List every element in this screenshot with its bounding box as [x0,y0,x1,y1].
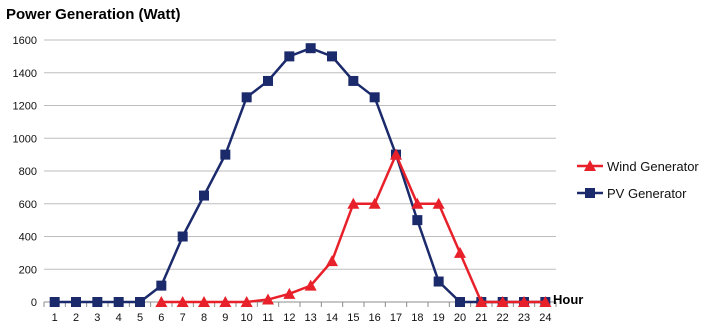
data-point [198,296,210,307]
y-tick-label: 0 [31,297,37,309]
data-point [454,246,466,258]
series-pv [49,43,551,307]
grid-lines [44,39,556,270]
data-point [262,293,274,305]
data-point [284,51,295,62]
series-wind [155,148,552,307]
data-point [113,297,124,307]
y-tick-label: 1400 [13,68,37,80]
data-point [390,148,402,160]
x-tick-label: 17 [390,312,402,324]
x-tick-label: 3 [94,312,100,324]
legend-marker [585,188,595,198]
y-tick-label: 1600 [13,35,37,47]
x-tick-label: 24 [539,312,551,324]
x-tick-label: 12 [283,312,295,324]
x-tick-label: 18 [411,312,423,324]
data-point [156,280,167,291]
data-point [455,297,465,307]
x-tick-label: 1 [52,312,58,324]
data-point [432,197,445,209]
data-point [411,197,424,209]
x-tick-label: 8 [201,312,207,324]
data-point [348,75,359,86]
data-point [240,296,253,307]
legend-item: Wind Generator [577,159,699,174]
x-tick-label: 22 [497,312,509,324]
x-axis-label: Hour [553,292,583,307]
x-tick-label: 15 [347,312,359,324]
data-point [283,287,296,299]
data-point [176,296,189,307]
y-tick-label: 200 [19,264,37,276]
y-tick-label: 1200 [13,101,37,113]
data-point [263,75,273,86]
x-tick-label: 19 [433,312,445,324]
x-axis-ticks: 1 2 3 4 5 6 7 8 9 10 11 12 13 14 15 16 17 18 19 20 21 22 23 24 [43,302,557,324]
legend-marker [584,160,596,171]
data-point [518,296,530,307]
data-point [155,296,168,307]
data-point [135,297,145,307]
y-tick-label: 1000 [13,133,37,145]
legend-label: PV Generator [607,186,687,201]
data-point [177,231,188,242]
x-tick-label: 5 [137,312,143,324]
legend: Wind Generator PV Generator [577,159,699,201]
data-point [219,296,232,307]
data-point [92,297,103,307]
x-tick-label: 6 [158,312,164,324]
x-tick-label: 20 [454,312,466,324]
legend-item: PV Generator [577,186,687,201]
data-point [71,297,81,307]
x-tick-label: 13 [305,312,317,324]
data-point [199,190,209,201]
data-point [326,255,338,267]
data-point [475,296,488,307]
data-point [496,296,509,307]
data-point [327,51,337,62]
data-point [412,215,423,226]
legend-label: Wind Generator [607,159,699,174]
data-point [49,297,60,307]
data-point [369,92,380,103]
y-tick-label: 600 [19,199,37,211]
data-point [433,276,444,287]
x-tick-label: 7 [180,312,186,324]
y-tick-label: 400 [19,232,37,244]
series-line [161,153,546,304]
series-layer [49,43,552,307]
data-point [220,149,231,160]
x-tick-label: 9 [222,312,228,324]
x-tick-label: 11 [262,312,273,324]
chart-title: Power Generation (Watt) [6,6,180,23]
data-point [368,197,381,209]
x-tick-label: 10 [241,312,253,324]
x-tick-label: 14 [326,312,338,324]
x-tick-label: 2 [73,312,79,324]
x-tick-label: 23 [518,312,530,324]
data-point [305,43,316,54]
data-point [304,279,317,291]
data-point [347,197,360,209]
data-point [539,296,552,307]
y-axis-ticks: 0 200 400 600 800 1000 1200 1400 1600 [13,35,37,309]
series-line [54,46,546,304]
x-tick-label: 21 [475,312,487,324]
x-tick-label: 4 [116,312,122,324]
y-tick-label: 800 [19,166,37,178]
data-point [241,92,252,103]
x-tick-label: 16 [369,312,381,324]
